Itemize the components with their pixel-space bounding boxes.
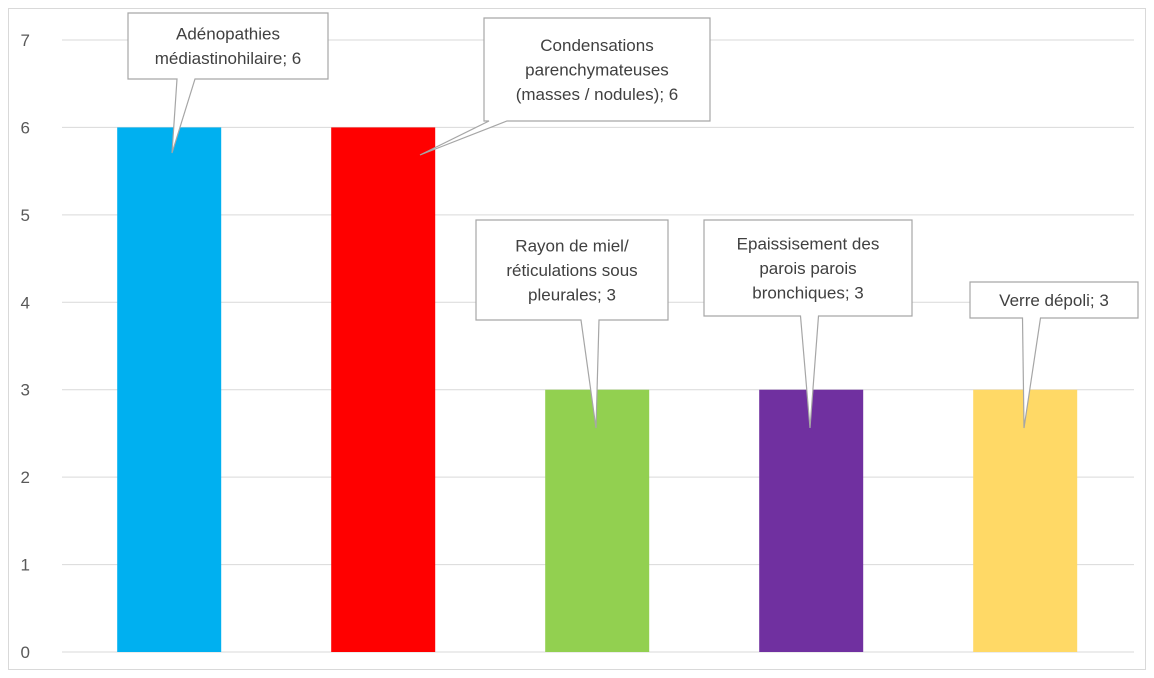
data-label-text: réticulations sous <box>506 261 637 280</box>
data-label-text: Adénopathies <box>176 25 280 44</box>
callout-box <box>969 281 1139 429</box>
bar <box>331 127 436 652</box>
y-tick-label: 1 <box>21 556 30 575</box>
data-label-callout: Rayon de miel/réticulations sous pleurale… <box>475 219 669 429</box>
data-label-callout: Verre dépoli; 3 <box>969 281 1139 429</box>
bar <box>117 127 222 652</box>
bar <box>759 389 864 652</box>
y-tick-label: 0 <box>21 643 30 662</box>
data-labels: Adénopathies médiastinohilaire; 6 Condensa… <box>127 12 1139 429</box>
bars <box>117 127 1078 652</box>
y-tick-label: 4 <box>21 293 30 312</box>
y-tick-label: 3 <box>21 381 30 400</box>
data-label-text: bronchiques; 3 <box>752 283 864 302</box>
data-label-callout: Adénopathies médiastinohilaire; 6 <box>127 12 329 154</box>
data-label-text: pleurales; 3 <box>528 285 616 304</box>
callout-box <box>127 12 329 154</box>
data-label-text: Condensations <box>540 36 653 55</box>
data-label-text: parois parois <box>759 259 856 278</box>
bar <box>973 389 1078 652</box>
data-label-text: Verre dépoli; 3 <box>999 291 1109 310</box>
callout-box <box>475 219 669 429</box>
data-label-callout: Epaissisement des parois parois bronchique… <box>703 219 913 429</box>
y-axis-ticks: 0 1 2 3 4 5 6 7 <box>21 31 30 662</box>
data-label-text: médiastinohilaire; 6 <box>155 49 301 68</box>
y-tick-label: 5 <box>21 206 30 225</box>
y-tick-label: 2 <box>21 468 30 487</box>
data-label-text: Epaissisement des <box>737 234 880 253</box>
data-label-text: (masses / nodules); 6 <box>516 85 679 104</box>
y-tick-label: 7 <box>21 31 30 50</box>
y-tick-label: 6 <box>21 118 30 137</box>
bar <box>545 389 650 652</box>
callout-box <box>703 219 913 429</box>
callout-box <box>419 17 711 156</box>
data-label-text: Rayon de miel/ <box>515 236 629 255</box>
data-label-callout: Condensations parenchymateuses (masses / n… <box>419 17 711 156</box>
data-label-text: parenchymateuses <box>525 60 669 79</box>
